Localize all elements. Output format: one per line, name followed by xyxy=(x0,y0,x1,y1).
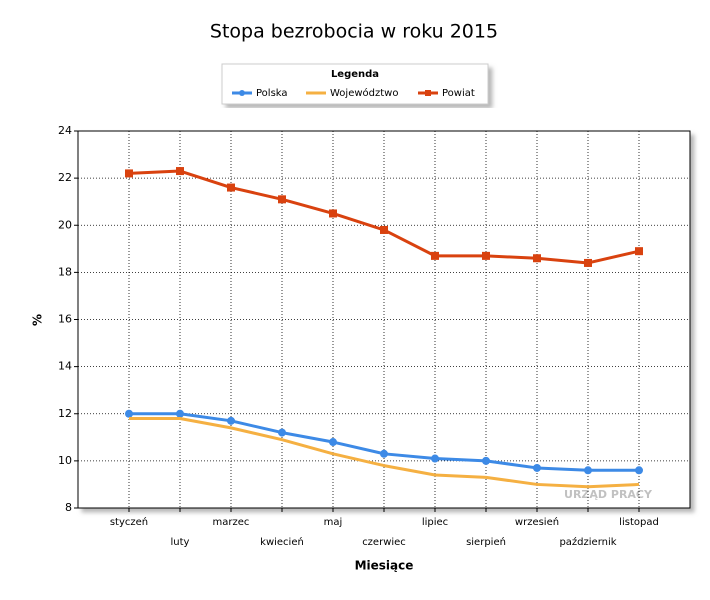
y-tick-label: 8 xyxy=(65,501,72,514)
x-tick-label: listopad xyxy=(619,517,659,528)
point xyxy=(635,247,643,256)
series-line xyxy=(129,416,640,489)
point xyxy=(125,409,133,418)
x-tick-label: styczeń xyxy=(110,516,148,528)
point xyxy=(533,254,541,263)
legend-marker xyxy=(239,90,245,96)
x-tick-label: kwiecień xyxy=(260,536,304,548)
point xyxy=(278,428,286,437)
y-tick-label: 24 xyxy=(58,124,72,137)
x-tick-label: wrzesień xyxy=(515,516,559,528)
x-axis-title: Miesiące xyxy=(355,559,414,573)
point xyxy=(380,225,388,234)
legend-label: Powiat xyxy=(442,88,475,99)
point xyxy=(125,169,133,178)
legend-marker xyxy=(425,90,431,96)
x-tick-label: marzec xyxy=(213,517,250,528)
y-tick-label: 16 xyxy=(58,313,72,326)
legend-label: Województwo xyxy=(330,87,398,99)
point xyxy=(227,416,235,425)
point xyxy=(329,209,337,218)
point xyxy=(431,251,439,260)
point xyxy=(533,463,541,472)
chart-title: Stopa bezrobocia w roku 2015 xyxy=(210,21,498,43)
point xyxy=(278,195,286,204)
point xyxy=(584,466,592,475)
point xyxy=(635,466,643,475)
point xyxy=(482,456,490,465)
x-tick-label: luty xyxy=(171,537,190,548)
y-axis-title: % xyxy=(31,314,45,326)
point xyxy=(380,449,388,458)
x-tick-label: sierpień xyxy=(466,536,506,548)
legend-box xyxy=(221,63,489,105)
y-tick-label: 12 xyxy=(58,407,72,420)
x-tick-label: czerwiec xyxy=(362,537,406,548)
point xyxy=(482,251,490,260)
legend-title: Legenda xyxy=(331,69,379,80)
y-tick-label: 14 xyxy=(58,360,72,373)
x-tick-label: październik xyxy=(559,536,616,548)
point xyxy=(584,258,592,267)
point xyxy=(227,183,235,192)
point xyxy=(431,454,439,463)
point xyxy=(176,409,184,418)
point xyxy=(176,167,184,176)
y-tick-label: 20 xyxy=(58,218,72,231)
y-tick-label: 22 xyxy=(58,171,72,184)
watermark: URZĄD PRACY xyxy=(564,488,653,501)
legend-label: Polska xyxy=(256,88,288,99)
x-tick-label: maj xyxy=(324,517,343,528)
y-tick-label: 10 xyxy=(58,454,72,467)
x-tick-label: lipiec xyxy=(422,517,448,528)
point xyxy=(329,438,337,447)
y-tick-label: 18 xyxy=(58,265,72,278)
